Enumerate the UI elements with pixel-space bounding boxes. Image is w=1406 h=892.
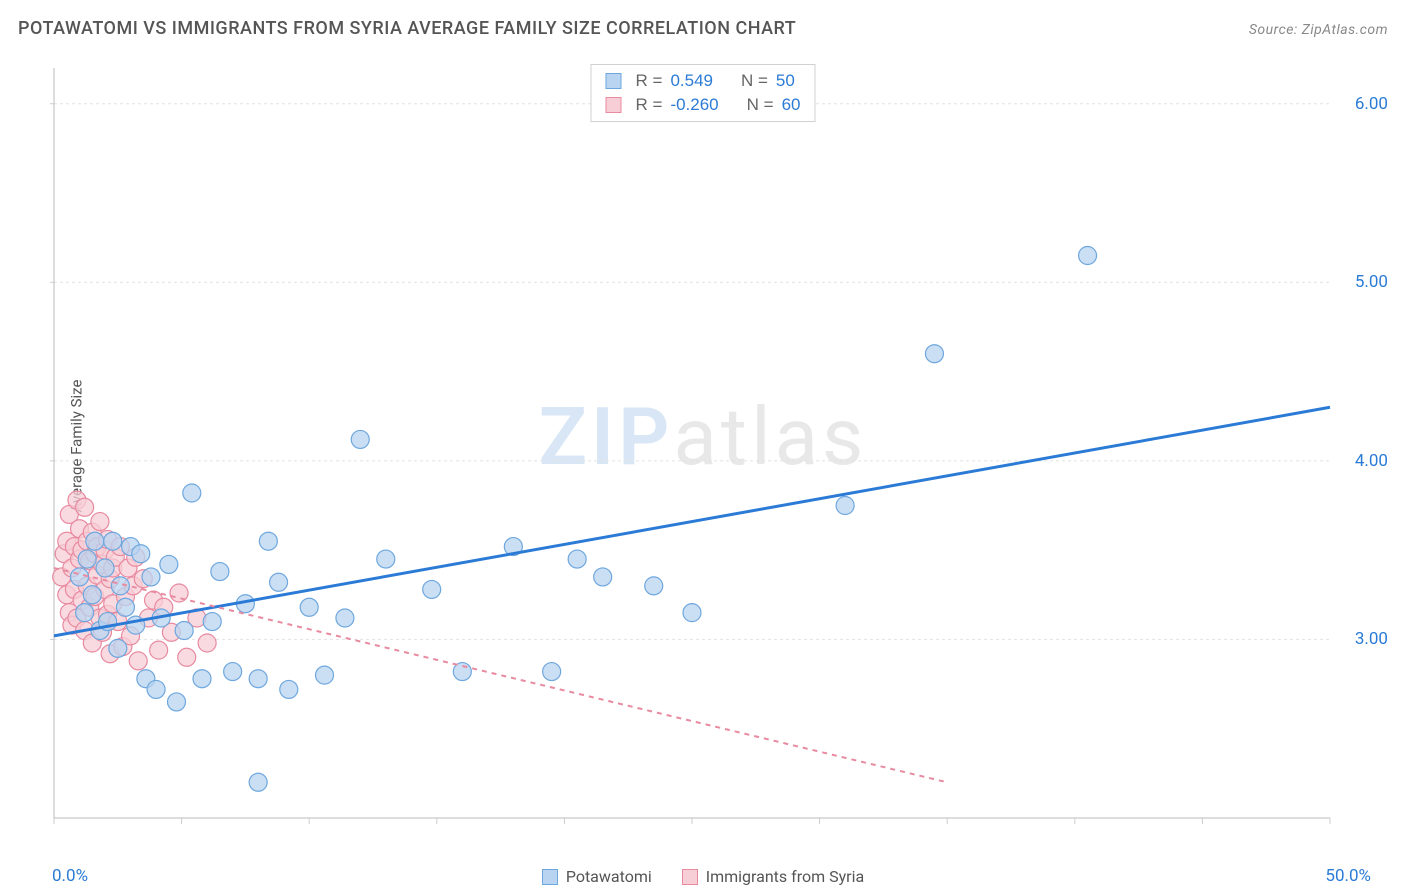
series-legend: Potawatomi Immigrants from Syria <box>0 867 1406 886</box>
y-tick-label: 6.00 <box>1355 94 1388 114</box>
r-value-syria: -0.260 <box>670 95 718 115</box>
r-label: R = <box>636 71 663 91</box>
y-tick-label: 3.00 <box>1355 629 1388 649</box>
correlation-stats-box: R = 0.549 N = 50 R = -0.260 N = 60 <box>591 64 816 122</box>
chart-title: POTAWATOMI VS IMMIGRANTS FROM SYRIA AVER… <box>18 18 796 39</box>
chart-container: POTAWATOMI VS IMMIGRANTS FROM SYRIA AVER… <box>0 0 1406 892</box>
stats-swatch-syria <box>606 97 622 113</box>
legend-label-syria: Immigrants from Syria <box>706 867 864 886</box>
n-label: N = <box>741 71 768 91</box>
r-value-potawatomi: 0.549 <box>670 71 713 91</box>
stats-row-potawatomi: R = 0.549 N = 50 <box>592 69 815 93</box>
n-value-syria: 60 <box>782 95 801 115</box>
scatter-svg <box>50 60 1370 850</box>
y-tick-label: 5.00 <box>1355 272 1388 292</box>
title-bar: POTAWATOMI VS IMMIGRANTS FROM SYRIA AVER… <box>18 18 1388 39</box>
stats-row-syria: R = -0.260 N = 60 <box>592 93 815 117</box>
legend-swatch-syria <box>682 869 698 885</box>
n-label: N = <box>747 95 774 115</box>
r-label: R = <box>636 95 663 115</box>
legend-swatch-potawatomi <box>542 869 558 885</box>
stats-swatch-potawatomi <box>606 73 622 89</box>
y-tick-label: 4.00 <box>1355 451 1388 471</box>
legend-item-syria: Immigrants from Syria <box>682 867 864 886</box>
legend-item-potawatomi: Potawatomi <box>542 867 652 886</box>
plot-area <box>50 60 1370 850</box>
source-attribution: Source: ZipAtlas.com <box>1249 22 1388 38</box>
n-value-potawatomi: 50 <box>776 71 795 91</box>
legend-label-potawatomi: Potawatomi <box>566 867 652 886</box>
